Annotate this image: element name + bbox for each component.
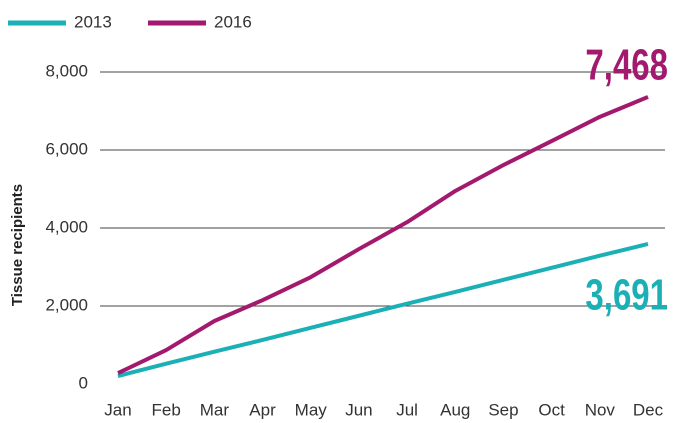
y-tick-label: 6,000 — [45, 139, 88, 158]
series-line — [117, 95, 649, 375]
x-tick-label: Aug — [440, 400, 470, 419]
y-tick-label: 8,000 — [45, 61, 88, 80]
x-tick-label: Jun — [345, 400, 372, 419]
y-tick-label: 0 — [79, 373, 88, 392]
x-tick-label: Mar — [200, 400, 230, 419]
series-line — [117, 242, 649, 378]
x-tick-label: Sep — [488, 400, 518, 419]
y-tick-label: 4,000 — [45, 217, 88, 236]
legend-label: 2013 — [74, 12, 112, 31]
annotation: 7,468 — [585, 41, 668, 90]
x-tick-label: Jan — [104, 400, 131, 419]
x-tick-label: Apr — [249, 400, 276, 419]
x-tick-label: Dec — [633, 400, 664, 419]
x-tick-label: Nov — [585, 400, 616, 419]
y-axis-label: Tissue recipients — [9, 184, 26, 306]
x-tick-label: May — [295, 400, 328, 419]
x-tick-label: Feb — [152, 400, 181, 419]
x-tick-label: Jul — [396, 400, 418, 419]
x-tick-label: Oct — [538, 400, 565, 419]
annotation: 3,691 — [585, 271, 668, 320]
legend-label: 2016 — [214, 12, 252, 31]
y-tick-label: 2,000 — [45, 295, 88, 314]
